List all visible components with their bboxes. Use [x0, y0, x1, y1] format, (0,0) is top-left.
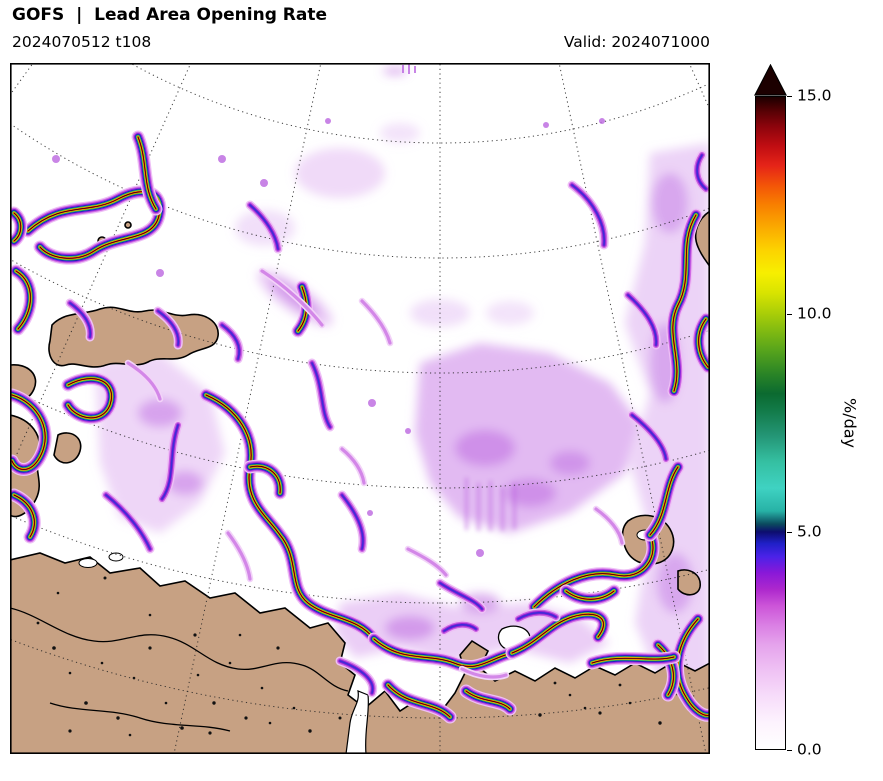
valid-time-label: Valid: 2024071000 — [563, 33, 710, 51]
island-right-lower — [677, 569, 701, 596]
inland-contour-a — [10, 607, 349, 692]
purple-striations — [465, 478, 516, 531]
colorbar: 15.0 10.0 5.0 0.0 %/day — [754, 64, 883, 764]
coastal-lagoon-b — [108, 552, 124, 562]
extend-max-triangle — [754, 64, 787, 96]
subtitle-row: 2024070512 t108 Valid: 2024071000 — [12, 33, 710, 51]
tick-label: 15.0 — [797, 86, 832, 105]
tick-label: 5.0 — [797, 522, 822, 541]
tick-label: 10.0 — [797, 304, 832, 323]
tick-mark — [787, 313, 792, 315]
islet-b — [124, 221, 132, 229]
magenta-specks — [52, 64, 605, 557]
map-frame — [10, 63, 710, 754]
tick-mark — [787, 95, 792, 97]
island-left-small — [53, 432, 82, 464]
colorbar-gradient — [755, 96, 786, 750]
figure-title: GOFS | Lead Area Opening Rate — [12, 5, 328, 25]
colorbar-extend-arrow — [754, 64, 787, 96]
coastal-inlet — [345, 690, 370, 754]
init-time-label: 2024070512 t108 — [12, 33, 152, 51]
tick-mark — [787, 531, 792, 533]
map-canvas — [10, 63, 710, 754]
tick-mark — [787, 749, 792, 751]
coastal-lagoon-a — [78, 558, 98, 568]
map-panel — [10, 63, 710, 754]
colorbar-unit-label: %/day — [840, 397, 860, 449]
lead-ribbons — [10, 130, 710, 724]
tick-label: 0.0 — [797, 740, 822, 759]
lake-speckles — [36, 576, 692, 737]
inland-contour-b — [49, 702, 231, 732]
